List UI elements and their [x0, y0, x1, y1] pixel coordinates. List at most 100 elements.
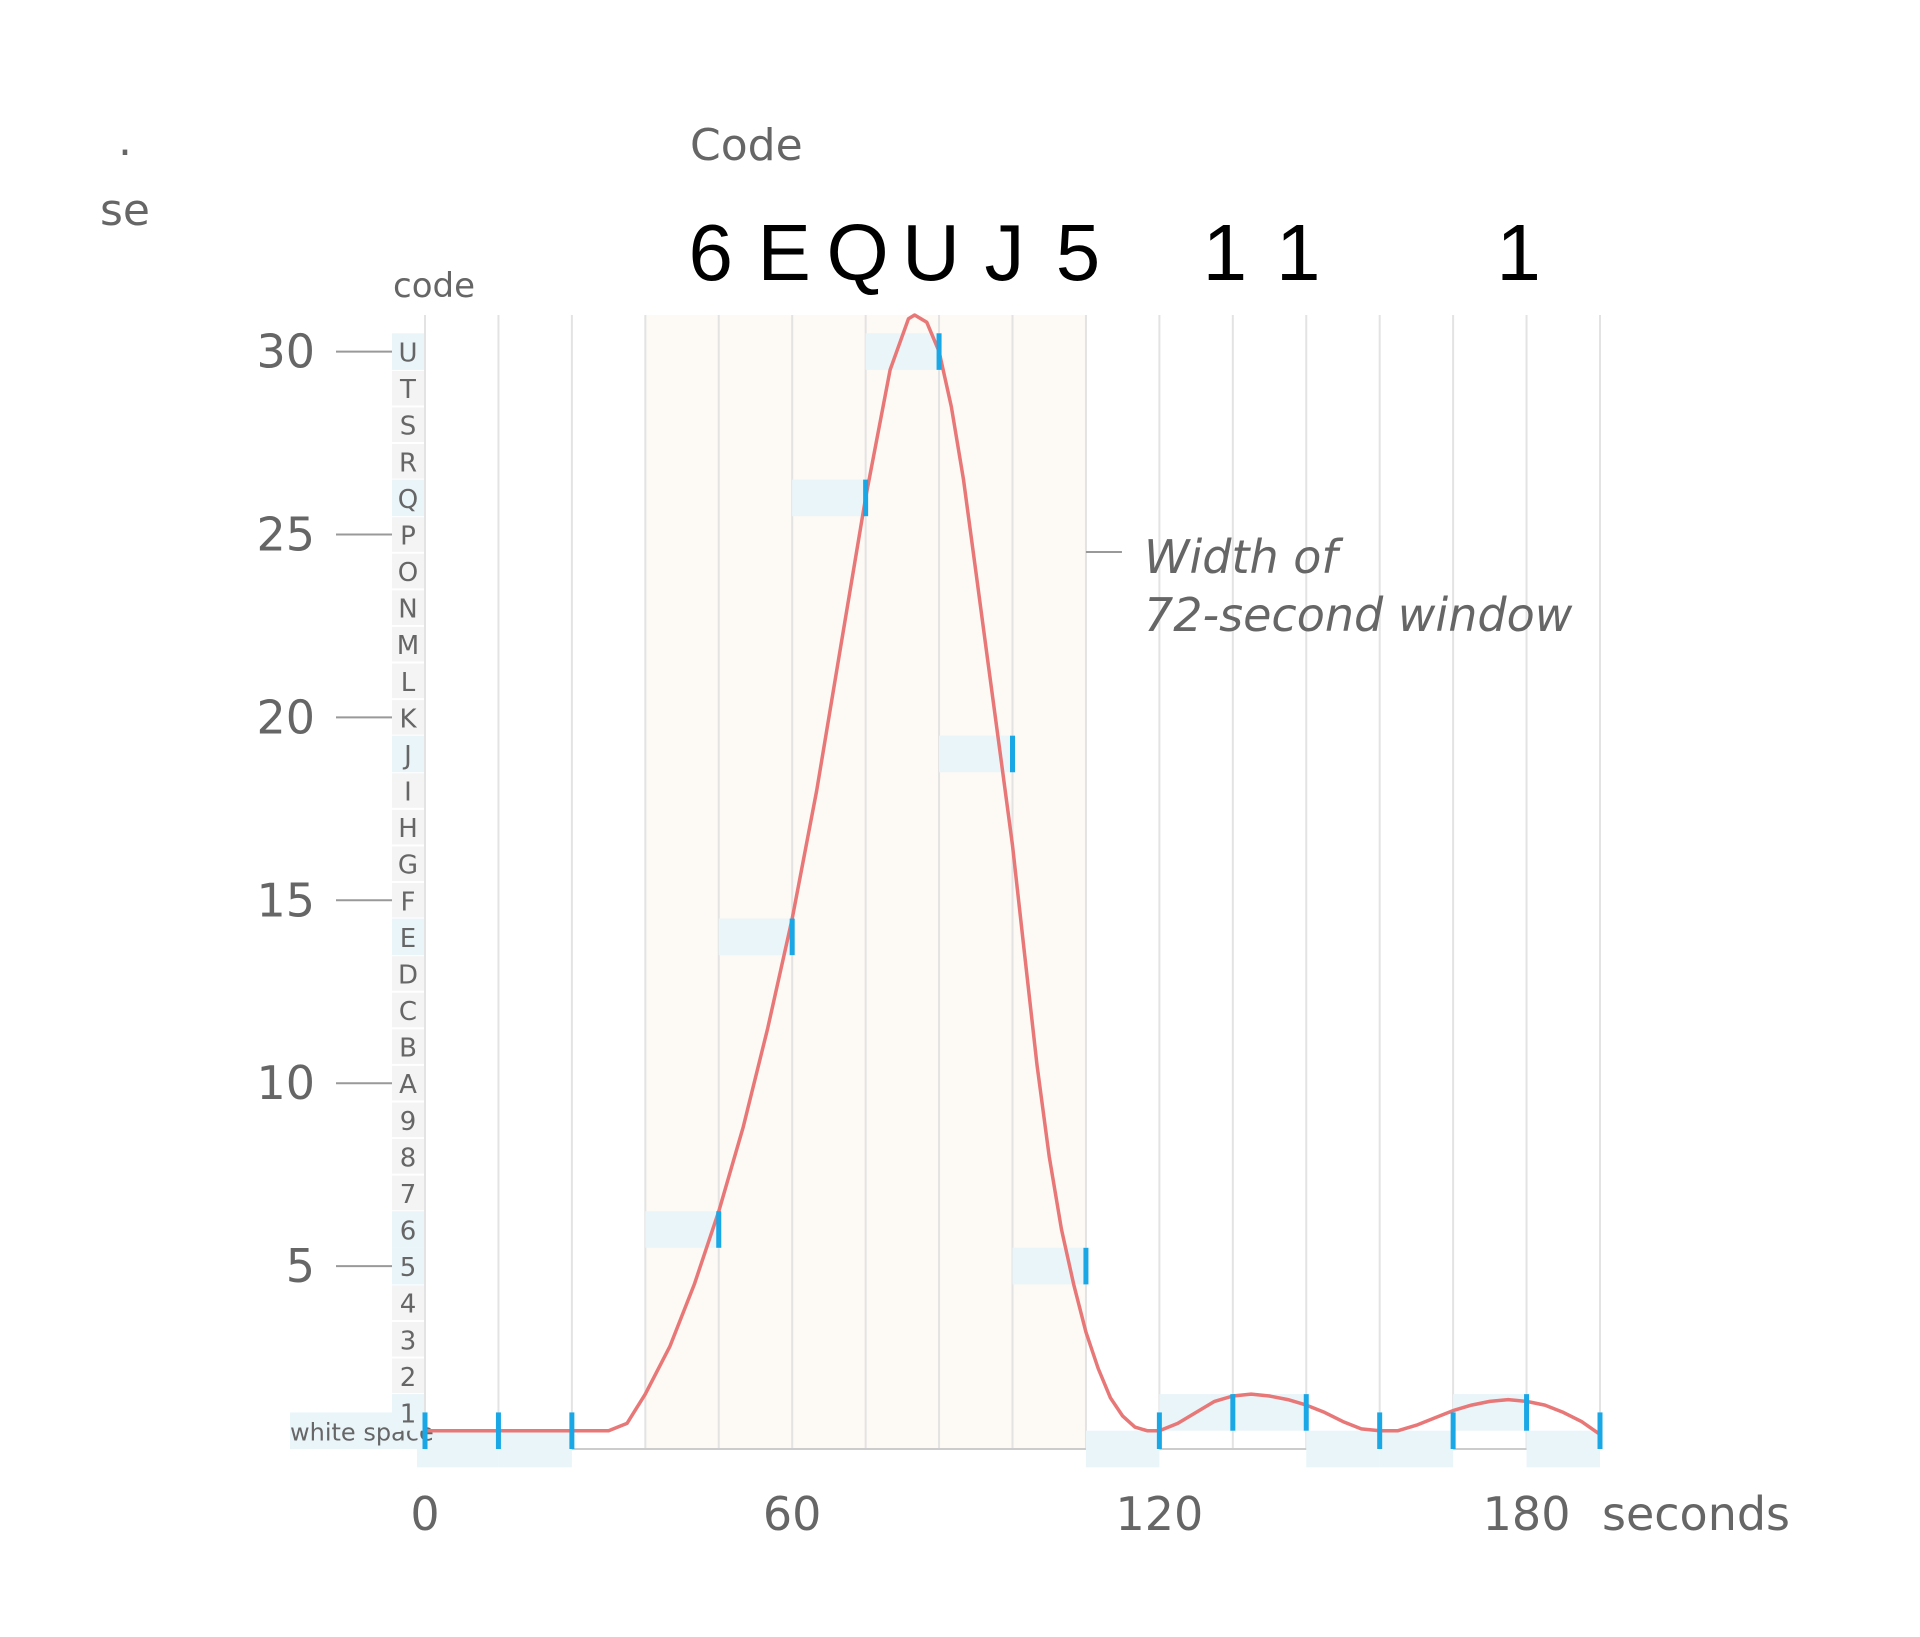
code-level-highlight: [392, 1394, 424, 1431]
sample-hold-bar: [1306, 1430, 1380, 1468]
code-level-label: G: [398, 851, 418, 881]
decoded-symbol: 5: [1056, 208, 1101, 297]
sample-hold-bar: [425, 1430, 499, 1468]
code-level-label: R: [399, 448, 417, 478]
code-level-highlight: [392, 479, 424, 517]
decoded-symbol: Q: [827, 208, 889, 297]
code-level-cell: [392, 590, 424, 625]
window-label-line-1: Width of: [1144, 530, 1343, 584]
sample-hold-bar: [1085, 1430, 1160, 1468]
y-tick-label: 10: [256, 1056, 315, 1110]
code-level-cell: [392, 1102, 424, 1138]
signal-curve: [425, 313, 1601, 1436]
grid-layer: [424, 315, 1601, 1450]
code-level-cell: [392, 1139, 424, 1174]
code-level-label: 2: [400, 1363, 417, 1393]
code-level-cell: [392, 370, 424, 406]
y-tick-label: 25: [256, 507, 315, 561]
code-level-label: T: [399, 375, 416, 405]
code-level-label: N: [398, 595, 417, 625]
code-level-label: E: [400, 924, 416, 954]
sample-hold-bar: [1526, 1430, 1600, 1468]
code-level-cell: [392, 1029, 424, 1064]
sample-hold-bar: [645, 1211, 719, 1248]
code-level-cell: [392, 444, 424, 479]
code-level-cell: [392, 809, 424, 845]
code-level-cell: [392, 956, 424, 991]
code-level-highlight: [392, 333, 424, 370]
code-level-label: 4: [400, 1290, 417, 1320]
code-level-cell: [392, 773, 424, 808]
code-level-cell: [392, 1321, 424, 1357]
decoded-symbol: E: [758, 208, 811, 297]
sample-hold-bar: [792, 479, 866, 517]
code-level-label: 3: [400, 1326, 417, 1356]
code-level-highlight: [392, 918, 424, 956]
code-level-label: 8: [400, 1143, 417, 1173]
code-level-highlight: [392, 735, 424, 773]
x-tick-label: 180: [1483, 1487, 1571, 1541]
code-level-cell: [392, 1285, 424, 1320]
code-level-label: 1: [400, 1399, 417, 1429]
sample-hold-bar: [1379, 1430, 1454, 1468]
decoded-symbol: 1: [1276, 208, 1321, 297]
code-level-label: M: [397, 631, 419, 661]
code-level-cell: [392, 663, 424, 699]
code-level-label: F: [401, 887, 416, 917]
code-level-label: 9: [400, 1107, 417, 1137]
code-level-label: J: [402, 741, 412, 771]
code-level-highlight: [392, 1211, 424, 1248]
code-level-label: A: [399, 1070, 417, 1100]
code-level-cell: [392, 1175, 424, 1211]
code-level-cell: [392, 1065, 424, 1101]
code-level-label: O: [398, 558, 418, 588]
y-tick-label: 20: [256, 690, 315, 744]
decoded-symbol: 6: [689, 208, 734, 297]
decoded-symbol: J: [985, 208, 1025, 297]
sample-tick-layer: [422, 333, 1603, 1449]
x-axis-label: seconds: [1602, 1487, 1790, 1541]
x-tick-label: 120: [1115, 1487, 1203, 1541]
code-level-label: C: [399, 997, 417, 1027]
code-level-cell: [392, 1358, 424, 1394]
code-level-label: P: [400, 521, 416, 551]
sample-hold-bar: [718, 918, 793, 956]
code-level-cell: [392, 517, 424, 552]
y-tick-label: 30: [256, 325, 315, 379]
code-level-layer: white space123456789ABCDEFGHIJKLMNOPQRST…: [290, 333, 434, 1449]
y-tick-layer: 5 10 15 20 25 30: [256, 325, 392, 1293]
code-level-cell: [392, 992, 424, 1028]
code-level-label: D: [398, 960, 418, 990]
code-level-highlight: [392, 1247, 424, 1285]
sample-hold-bar: [1232, 1394, 1307, 1431]
y-tick-label: 15: [256, 873, 315, 927]
y-tick-label: 5: [286, 1239, 315, 1293]
code-level-cell: [392, 553, 424, 589]
code-level-label: 5: [400, 1253, 417, 1283]
code-level-label: Q: [398, 485, 418, 515]
window-annotation: Width of 72-second window: [1085, 530, 1573, 642]
code-level-cell: [392, 846, 424, 881]
decoded-symbol: 1: [1496, 208, 1541, 297]
code-level-label: I: [404, 778, 412, 808]
code-level-label: 7: [400, 1180, 417, 1210]
x-tick-label: 60: [763, 1487, 822, 1541]
clipped-label-line-1: .: [118, 115, 132, 166]
sample-hold-bar: [498, 1430, 572, 1468]
code-level-cell: [392, 883, 424, 918]
code-level-label: K: [399, 704, 417, 734]
code-level-cell: [392, 700, 424, 735]
window-label-line-2: 72-second window: [1144, 588, 1573, 642]
sample-hold-bar: [1012, 1247, 1086, 1285]
chart-title: Code: [690, 120, 803, 171]
code-level-label: S: [400, 412, 417, 442]
decoded-symbol: U: [902, 208, 960, 297]
code-level-label: B: [399, 1034, 417, 1064]
code-axis-label: code: [393, 266, 475, 306]
decoded-symbol: 1: [1203, 208, 1248, 297]
code-level-cell: [392, 626, 424, 662]
code-level-label: L: [401, 668, 416, 698]
x-tick-label: 0: [410, 1487, 439, 1541]
